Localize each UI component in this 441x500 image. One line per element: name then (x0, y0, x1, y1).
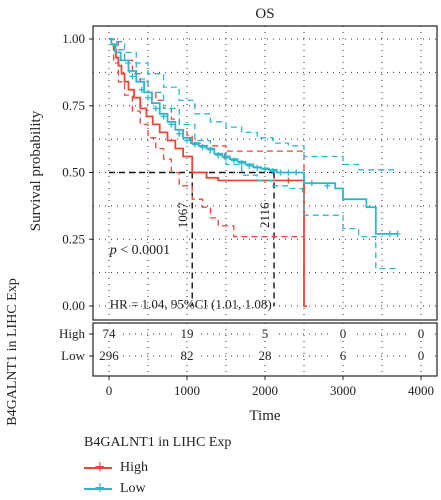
censor-mark (293, 169, 300, 176)
risk-count-bg (329, 348, 357, 363)
risk-count: 6 (340, 348, 347, 363)
censor-mark (145, 94, 151, 101)
risk-count: 82 (181, 348, 194, 363)
censor-mark (184, 137, 190, 144)
risk-table: High Low 74 19 5 0 0 296 82 28 6 0 (59, 322, 438, 377)
survival-curve-low (109, 38, 398, 235)
risk-row-label: High (59, 326, 86, 341)
risk-count-bg (173, 326, 201, 341)
censor-mark (386, 230, 393, 237)
risk-count-bg (407, 348, 435, 363)
ci-lower-high (109, 38, 305, 306)
y-tick-label: 0.50 (62, 165, 85, 180)
censor-mark (308, 180, 315, 187)
y-tick-label: 0.00 (62, 298, 85, 313)
y-tick-label: 1.00 (62, 31, 85, 46)
plot-area: 0.00 0.25 0.50 0.75 1.00 1067 2116 p < 0.0001 HR… (62, 25, 438, 321)
censor-mark (324, 182, 331, 189)
censor-mark (160, 113, 167, 120)
censor-mark (238, 160, 245, 167)
ci-lower-low (109, 38, 398, 270)
risk-count: 0 (418, 348, 425, 363)
risk-count: 0 (418, 326, 425, 341)
censor-mark (277, 169, 284, 176)
legend-item-low: + Low (84, 478, 231, 499)
survival-curve-high (109, 38, 308, 307)
risk-count: 28 (259, 348, 272, 363)
x-tick-label: 4000 (408, 383, 434, 398)
risk-side-label: B4GALNT1 in LIHC Exp (5, 278, 20, 425)
censor-mark (129, 73, 136, 80)
censor-mark (262, 166, 268, 173)
censor-mark (152, 105, 159, 112)
legend-label-low: Low (120, 480, 146, 496)
risk-count-bg (95, 348, 123, 363)
censor-mark (394, 230, 401, 237)
censor-mark (223, 154, 229, 161)
x-axis: 0 1000 2000 3000 4000 (106, 376, 434, 398)
censor-mark (285, 169, 292, 176)
y-tick-label: 0.25 (62, 231, 85, 246)
risk-count-bg (173, 348, 201, 363)
risk-row-label: Low (61, 348, 85, 363)
risk-count: 5 (262, 326, 269, 341)
median-label: 1067 (175, 202, 190, 229)
risk-count-bg (251, 348, 279, 363)
legend-label-high: High (120, 459, 148, 475)
risk-count: 74 (103, 326, 117, 341)
ci-upper-low (109, 38, 398, 171)
y-axis-label: Survival probability (28, 110, 44, 231)
x-axis-label: Time (249, 408, 280, 424)
p-value-label: p < 0.0001 (109, 243, 170, 258)
censor-mark (176, 130, 183, 137)
x-tick-label: 0 (106, 383, 113, 398)
legend-swatch-low: + (84, 481, 112, 495)
legend-title: B4GALNT1 in LIHC Exp (84, 435, 232, 450)
censor-mark (254, 164, 261, 171)
risk-count-bg (407, 326, 435, 341)
censor-mark (215, 152, 222, 159)
censor-mark (138, 86, 145, 93)
censor-mark (191, 141, 198, 148)
legend-swatch-high: + (84, 460, 112, 474)
series-low (109, 38, 401, 270)
censor-mark (285, 177, 292, 184)
legend-item-high: + High (84, 457, 231, 478)
y-tick-label: 0.75 (62, 98, 85, 113)
x-tick-label: 1000 (174, 383, 200, 398)
chart-title: OS (255, 6, 274, 22)
legend: B4GALNT1 in LIHC Exp + High + Low (84, 435, 231, 499)
risk-count: 296 (99, 348, 119, 363)
risk-count-bg (251, 326, 279, 341)
censor-mark (199, 144, 206, 151)
censor-mark (230, 157, 237, 164)
risk-count-bg (329, 326, 357, 341)
x-tick-label: 3000 (330, 383, 356, 398)
censor-mark (246, 162, 253, 169)
x-tick-label: 2000 (252, 383, 278, 398)
median-label: 2116 (257, 202, 272, 228)
risk-count: 19 (181, 326, 194, 341)
censor-mark (168, 121, 175, 128)
censor-mark (207, 146, 214, 153)
censor-mark (269, 168, 276, 175)
hazard-ratio-label: HR = 1.04, 95%CI (1.01, 1.08) (110, 297, 272, 312)
risk-count-bg (95, 326, 123, 341)
risk-count: 0 (340, 326, 347, 341)
